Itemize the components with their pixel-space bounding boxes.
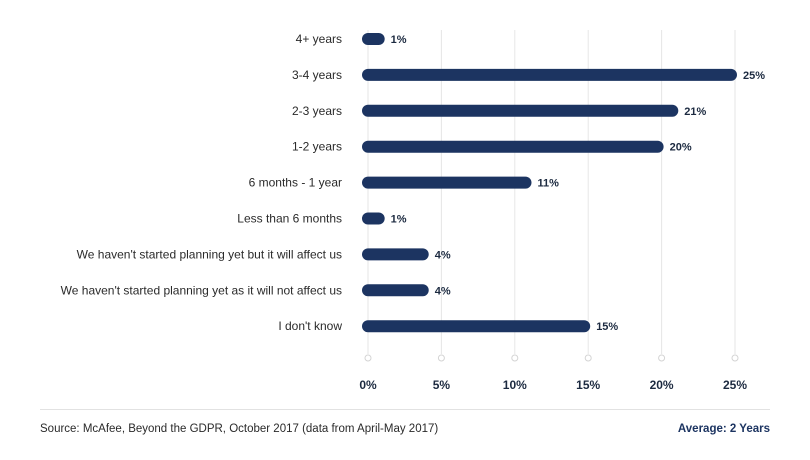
data-label: 1% [391,34,407,46]
category-label: 2-3 years [292,104,342,118]
category-label: 4+ years [296,32,342,46]
bar [362,212,385,225]
x-tick-label: 15% [576,378,600,392]
gridlines [364,30,739,362]
data-label: 11% [537,178,559,190]
bar [362,68,737,81]
gridline-marker [511,354,519,362]
data-label: 25% [743,70,765,82]
bar [362,248,429,261]
category-labels: 4+ years 3-4 years 2-3 years 1-2 years 6 mon… [61,32,343,333]
x-tick-label: 0% [359,378,377,392]
x-axis-ticks: 0% 5% 10% 15% 20% 25% [359,378,747,392]
x-tick-label: 25% [723,378,747,392]
average-label: Average: [677,423,727,435]
average-note: Average: 2 Years [678,423,770,435]
gridline-marker [731,354,739,362]
source-note: Source: McAfee, Beyond the GDPR, October… [40,423,439,435]
category-label: 3-4 years [292,68,342,82]
data-label: 1% [391,214,407,226]
bars [362,33,737,333]
data-label: 4% [435,285,451,297]
bar [362,320,591,333]
x-tick-label: 20% [650,378,674,392]
data-label: 15% [596,321,618,333]
bar [362,140,664,153]
category-label: We haven't started planning yet but it w… [77,247,342,261]
gridline-marker [364,354,372,362]
data-label: 20% [670,142,692,154]
average-value: 2 Years [729,423,770,435]
x-tick-label: 10% [503,378,527,392]
gridline-marker [584,354,592,362]
category-label: Less than 6 months [237,212,342,226]
gridline-marker [437,354,445,362]
data-label: 21% [684,106,706,118]
bar-chart: 4+ years 3-4 years 2-3 years 1-2 years 6 mon… [61,30,766,392]
category-label: 1-2 years [292,140,342,154]
category-label: 6 months - 1 year [249,176,342,190]
gridline-marker [658,354,666,362]
value-labels: 1% 25% 21% 20% 11% 1% 4% 4% 15% [391,34,766,333]
footer-divider [40,409,770,410]
x-tick-label: 5% [433,378,451,392]
bar [362,284,429,297]
data-label: 4% [435,249,451,261]
bar [362,176,532,189]
category-label: We haven't started planning yet as it wi… [61,283,342,297]
category-label: I don't know [278,319,342,333]
bar [362,104,679,117]
bar [362,33,385,45]
